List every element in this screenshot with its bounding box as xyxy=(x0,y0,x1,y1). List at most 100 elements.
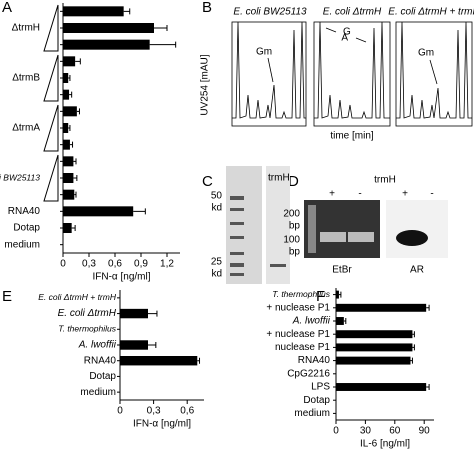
bar xyxy=(63,23,154,33)
dilution-triangle xyxy=(43,104,59,152)
bar xyxy=(63,73,69,83)
lane-label: trmH xyxy=(268,173,290,184)
x-axis-title: IL-6 [ng/ml] xyxy=(360,439,410,450)
bar xyxy=(336,383,427,391)
error-bar xyxy=(74,191,77,198)
error-bar xyxy=(197,357,201,364)
error-bar xyxy=(412,331,415,338)
y-tick-label: E. coli ΔtrmH + trmH xyxy=(38,292,117,302)
y-tick-label: CpG2216 xyxy=(287,368,330,379)
bar xyxy=(63,139,70,150)
x-tick-label: 0,6 xyxy=(108,259,122,270)
error-bar xyxy=(343,318,347,324)
annotation: G xyxy=(343,27,351,38)
x-tick-label: 0,3 xyxy=(147,406,161,417)
annotation: Gm xyxy=(256,47,272,58)
x-tick-label: 0,9 xyxy=(134,259,148,270)
error-bar xyxy=(149,41,177,48)
lane-label: + xyxy=(402,189,408,200)
panel-letter: F xyxy=(316,288,325,305)
bar xyxy=(63,173,74,183)
marker-label: 50 xyxy=(211,191,223,202)
y-tick-label: Dotap xyxy=(303,395,330,406)
y-tick-label: + nuclease P1 xyxy=(266,302,330,313)
error-bar xyxy=(426,384,430,390)
y-tick-label: E. coli ΔtrmH xyxy=(58,308,117,319)
y-tick-label: medium xyxy=(294,408,330,419)
gel xyxy=(304,200,380,258)
y-tick-label: LPS xyxy=(311,382,330,393)
bar xyxy=(336,343,413,352)
panel-letter: A xyxy=(2,0,12,16)
header: trmH xyxy=(374,175,396,186)
marker-label: 200 xyxy=(283,209,300,220)
marker-unit: bp xyxy=(289,221,301,232)
bar xyxy=(63,89,70,100)
bar xyxy=(63,123,69,133)
x-axis-title: IFN-α [ng/ml] xyxy=(133,419,191,430)
x-tick-label: 0 xyxy=(117,406,123,417)
x-tick-label: 0 xyxy=(60,259,66,270)
y-tick-label: ΔtrmA xyxy=(12,123,40,134)
y-tick-label: RNA40 xyxy=(298,355,331,366)
y-tick-label: Dotap xyxy=(89,371,116,382)
stain-label: AR xyxy=(410,265,424,276)
annotation: A xyxy=(341,33,348,44)
y-tick-label: RNA40 xyxy=(8,206,41,217)
error-bar xyxy=(133,208,146,215)
y-tick-label: T. thermophilus xyxy=(58,324,117,334)
x-axis-title: IFN-α [ng/ml] xyxy=(92,272,150,283)
x-axis-title: time [min] xyxy=(330,131,374,142)
dilution-triangle xyxy=(43,4,59,52)
y-tick-label: T. thermophilus xyxy=(272,289,331,299)
panel-letter: B xyxy=(202,0,212,16)
bar xyxy=(120,308,148,319)
x-tick-label: 0 xyxy=(333,426,339,437)
x-tick-label: 30 xyxy=(360,426,372,437)
dilution-triangle xyxy=(43,54,59,102)
lane-label: - xyxy=(358,189,361,200)
error-bar xyxy=(68,125,71,131)
error-bar xyxy=(148,310,158,317)
error-bar xyxy=(73,158,77,165)
y-tick-label: A. lwoffii xyxy=(292,316,331,327)
lane-label: - xyxy=(430,189,433,200)
marker-label: 100 xyxy=(283,235,300,246)
y-tick-label: ΔtrmH xyxy=(12,23,40,34)
marker-label: 25 xyxy=(211,257,223,268)
error-bar xyxy=(69,91,73,98)
gel-bands xyxy=(230,196,286,276)
y-tick-label: + nuclease P1 xyxy=(266,329,330,340)
error-bar xyxy=(75,58,81,65)
error-bar xyxy=(426,304,430,311)
lane-label: + xyxy=(329,189,335,200)
bar xyxy=(336,356,411,365)
x-tick-label: 90 xyxy=(419,426,431,437)
error-bar xyxy=(412,344,415,351)
chromatograms xyxy=(231,21,473,127)
marker-unit: kd xyxy=(211,269,222,280)
bar xyxy=(63,156,74,167)
error-bar xyxy=(123,8,131,15)
bar xyxy=(120,340,148,350)
error-bar xyxy=(73,175,78,181)
trace-title: E. coli BW25113 xyxy=(233,7,307,18)
bar xyxy=(63,6,124,17)
marker-unit: bp xyxy=(289,247,301,258)
panel-letter: C xyxy=(202,173,213,190)
stain-label: EtBr xyxy=(332,265,352,276)
marker-unit: kd xyxy=(211,203,222,214)
bar xyxy=(63,56,76,67)
y-axis-title: UV254 [mAU] xyxy=(200,54,211,115)
error-bar xyxy=(71,225,76,231)
bar xyxy=(120,356,198,366)
x-tick-label: 1,2 xyxy=(160,259,174,270)
y-tick-label: A. lwoffii xyxy=(78,340,117,351)
bar xyxy=(336,290,339,299)
panel-letter: E xyxy=(2,288,12,305)
error-bar xyxy=(69,141,74,148)
bar xyxy=(63,189,75,200)
dilution-triangle xyxy=(43,154,59,202)
trace-title: E. coli ΔtrmH + trmH xyxy=(388,7,474,18)
gel-bands xyxy=(308,205,428,253)
